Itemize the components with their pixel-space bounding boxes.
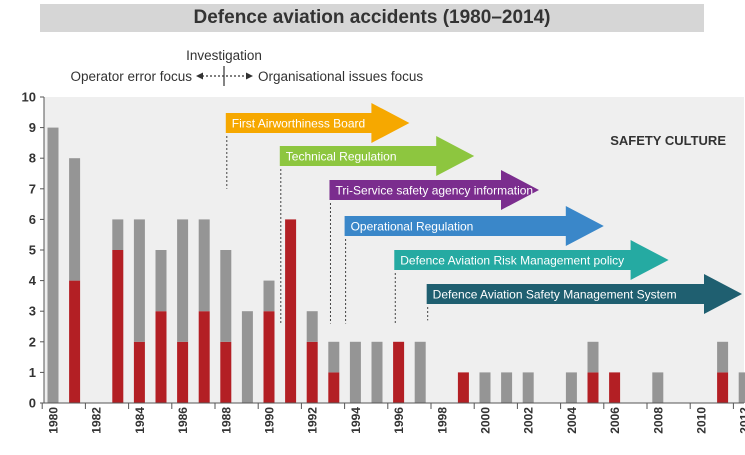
y-tick-label-0: 0 xyxy=(29,396,36,411)
bar-1991-series-0 xyxy=(285,219,297,403)
bar-1983-series-0 xyxy=(112,250,124,403)
bar-2001-series-1 xyxy=(501,372,513,403)
bar-1992-series-1 xyxy=(306,311,318,342)
x-tick-label-1986: 1986 xyxy=(176,407,190,434)
y-tick-label-5: 5 xyxy=(29,243,36,258)
x-tick-label-2006: 2006 xyxy=(608,407,622,434)
x-tick-label-1990: 1990 xyxy=(263,407,277,434)
bar-1980-series-1 xyxy=(47,127,59,403)
bar-1987-series-0 xyxy=(198,311,210,403)
chart-title: Defence aviation accidents (1980–2014) xyxy=(40,4,704,32)
bar-2011-series-0 xyxy=(717,372,729,403)
x-tick-label-2000: 2000 xyxy=(479,407,493,434)
milestone-arrow-2 xyxy=(329,170,539,210)
bar-1993-series-0 xyxy=(328,372,340,403)
bar-1983-series-1 xyxy=(112,219,124,250)
bar-1995-series-1 xyxy=(371,341,383,403)
y-tick-label-1: 1 xyxy=(29,365,36,380)
bar-1984-series-0 xyxy=(133,341,145,403)
bar-1985-series-1 xyxy=(155,250,167,312)
bar-1993-series-1 xyxy=(328,341,340,373)
investigation-label: Investigation xyxy=(186,48,262,63)
x-tick-label-1982: 1982 xyxy=(90,407,104,434)
x-tick-label-1998: 1998 xyxy=(435,407,449,434)
milestone-arrow-0 xyxy=(225,103,410,143)
bar-1997-series-1 xyxy=(414,341,426,403)
x-tick-label-1996: 1996 xyxy=(392,407,406,434)
milestone-arrow-3 xyxy=(344,206,604,246)
bar-1984-series-1 xyxy=(133,219,145,342)
x-tick-label-2012: 2012 xyxy=(738,407,745,434)
bar-2012-series-1 xyxy=(738,372,745,403)
safety-culture-label: SAFETY CULTURE xyxy=(610,133,726,148)
bar-2006-series-0 xyxy=(609,372,621,403)
y-tick-label-2: 2 xyxy=(29,334,36,349)
milestone-label-4: Defence Aviation Risk Management policy xyxy=(400,254,624,268)
y-tick-label-10: 10 xyxy=(22,90,36,105)
bars-group xyxy=(47,127,745,403)
x-tick-label-1992: 1992 xyxy=(306,407,320,434)
annotations-group: Investigation Operator error focus Organis… xyxy=(70,48,742,324)
x-tick-label-2002: 2002 xyxy=(522,407,536,434)
bar-2004-series-1 xyxy=(565,372,577,403)
milestone-label-3: Operational Regulation xyxy=(351,220,474,234)
x-tick-label-1984: 1984 xyxy=(133,407,147,434)
bar-2008-series-1 xyxy=(652,372,664,403)
x-tick-label-2004: 2004 xyxy=(565,407,579,434)
bar-1981-series-0 xyxy=(69,280,81,403)
bar-1986-series-0 xyxy=(177,341,189,403)
bar-1990-series-1 xyxy=(263,280,275,312)
bar-1981-series-1 xyxy=(69,158,81,281)
y-tick-label-7: 7 xyxy=(29,181,36,196)
milestone-arrow-4 xyxy=(394,240,669,280)
bar-1999-series-0 xyxy=(457,372,469,403)
bar-1994-series-1 xyxy=(349,341,361,403)
bar-1989-series-1 xyxy=(241,311,253,403)
y-tick-label-8: 8 xyxy=(29,151,36,166)
y-tick-label-4: 4 xyxy=(29,273,37,288)
investigation-left-arrowhead xyxy=(196,72,203,80)
bar-1987-series-1 xyxy=(198,219,210,312)
bar-1996-series-0 xyxy=(393,341,405,403)
milestone-arrow-1 xyxy=(279,136,475,176)
axes-group: 0 1 2 3 4 5 6 7 8 9 10 1980 1982 1984 1986 1988 1990 1992… xyxy=(22,90,745,434)
x-tick-label-2010: 2010 xyxy=(695,407,709,434)
bar-1988-series-1 xyxy=(220,250,232,342)
milestone-label-5: Defence Aviation Safety Management Syste… xyxy=(433,288,677,302)
milestone-label-2: Tri-Service safety agency information xyxy=(335,184,533,198)
bar-1992-series-0 xyxy=(306,341,318,403)
x-tick-label-1980: 1980 xyxy=(47,407,61,434)
bar-1986-series-1 xyxy=(177,219,189,342)
bar-2005-series-1 xyxy=(587,341,599,373)
organisational-issues-focus-label: Organisational issues focus xyxy=(258,69,423,84)
y-tick-label-3: 3 xyxy=(29,304,36,319)
investigation-right-arrowhead xyxy=(246,72,253,80)
bar-2011-series-1 xyxy=(717,341,729,373)
x-tick-label-1988: 1988 xyxy=(219,407,233,434)
x-tick-label-2008: 2008 xyxy=(651,407,665,434)
bar-2002-series-1 xyxy=(522,372,534,403)
operator-error-focus-label: Operator error focus xyxy=(70,69,192,84)
milestone-label-1: Technical Regulation xyxy=(286,150,397,164)
y-tick-label-6: 6 xyxy=(29,212,36,227)
bar-2000-series-1 xyxy=(479,372,491,403)
x-tick-label-1994: 1994 xyxy=(349,407,363,434)
y-tick-label-9: 9 xyxy=(29,120,36,135)
bar-1985-series-0 xyxy=(155,311,167,403)
milestone-arrow-5 xyxy=(426,274,742,314)
bar-1988-series-0 xyxy=(220,341,232,403)
bar-1990-series-0 xyxy=(263,311,275,403)
bar-2005-series-0 xyxy=(587,372,599,403)
milestone-label-0: First Airworthiness Board xyxy=(232,117,365,131)
